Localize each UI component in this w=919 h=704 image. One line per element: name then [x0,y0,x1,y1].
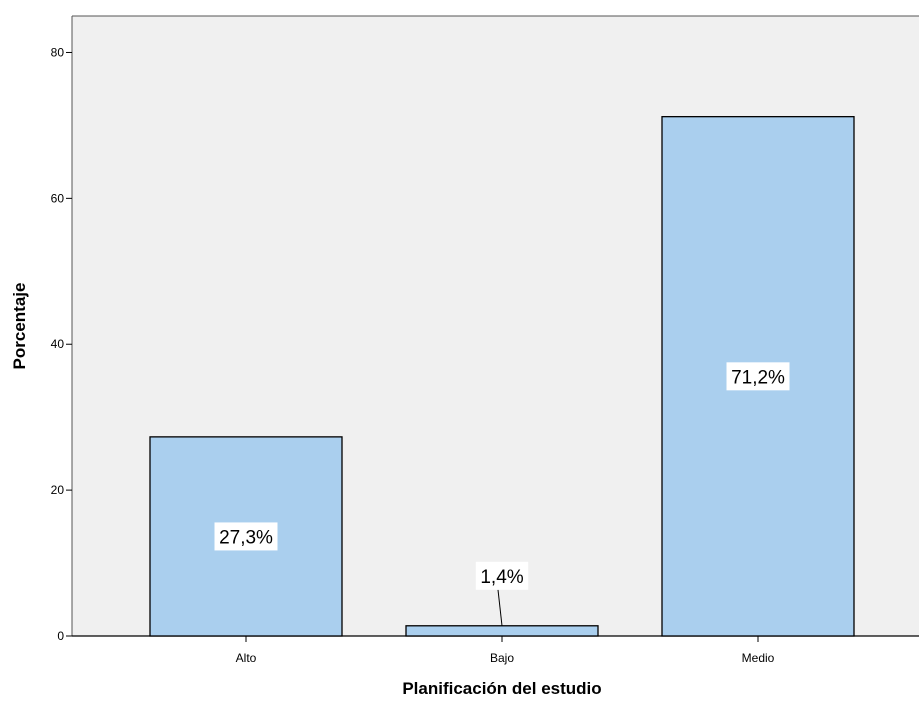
x-tick-label: Medio [742,651,775,665]
data-label-leader [497,589,503,626]
data-label-box [475,561,529,590]
data-labels: 27,3% 1,4% 71,2% [214,362,790,626]
y-tick-label: 0 [57,629,64,643]
data-label-alto: 27,3% [219,527,273,548]
x-axis-title: Planificación del estudio [402,679,601,698]
y-tick-label: 60 [51,191,65,205]
y-axis: 0 20 40 60 80 [51,15,919,643]
y-tick-label: 20 [51,483,65,497]
data-label-box [726,362,790,391]
data-label-medio: 71,2% [731,367,785,388]
x-axis: Alto Bajo Medio [72,635,919,665]
data-label-box [214,522,278,551]
x-tick-label: Bajo [490,651,514,665]
y-tick-label: 80 [51,45,65,59]
bar-bajo [405,625,599,637]
x-tick-label: Alto [236,651,257,665]
y-tick-label: 40 [51,337,65,351]
data-label-bajo: 1,4% [480,567,523,588]
y-axis-title: Porcentaje [10,283,29,370]
